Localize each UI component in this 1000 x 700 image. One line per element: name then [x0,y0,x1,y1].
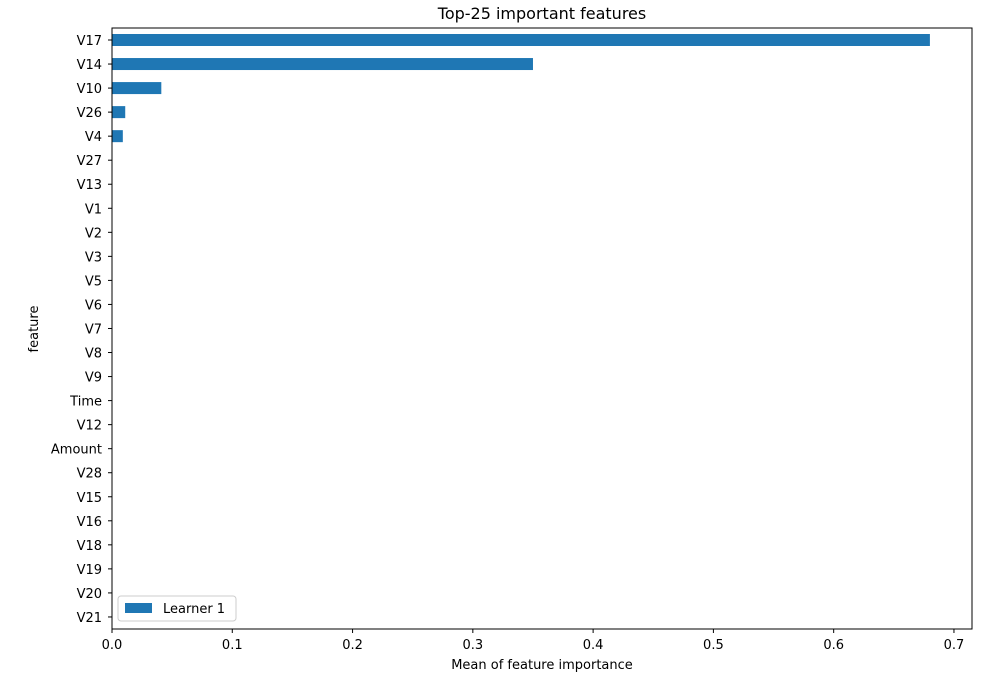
y-tick-label: V27 [77,154,102,169]
y-tick-label: V20 [77,587,102,602]
x-tick-label: 0.5 [703,638,724,653]
y-tick-label: V9 [85,371,102,386]
y-tick-label: V7 [85,322,102,337]
x-tick-label: 0.2 [342,638,363,653]
y-tick-label: V10 [77,82,102,97]
y-tick-label: V19 [77,563,102,578]
y-tick-label: V1 [85,202,102,217]
bar-v10 [112,82,162,95]
x-tick-label: 0.0 [102,638,123,653]
y-tick-label: Amount [51,443,102,458]
x-axis-ticks: 0.0 0.1 0.2 0.3 0.4 0.5 0.6 0.7 [102,629,965,653]
x-tick-label: 0.3 [462,638,483,653]
bar-v14 [112,58,533,71]
y-tick-label: V13 [77,178,102,193]
y-tick-label: V28 [77,467,102,482]
x-tick-label: 0.4 [583,638,604,653]
chart-title: Top-25 important features [437,4,646,23]
y-tick-label: V18 [77,539,102,554]
y-tick-label: Time [69,395,102,410]
y-tick-label: V12 [77,419,102,434]
x-tick-label: 0.7 [944,638,965,653]
x-axis-label: Mean of feature importance [451,658,633,673]
y-tick-label: V14 [77,58,102,73]
legend: Learner 1 [117,595,237,622]
y-tick-label: V15 [77,491,102,506]
y-tick-label: V5 [85,274,102,289]
y-axis-ticks: V17 V14 V10 V26 V4 V27 V13 V1 V2 V3 V5 V6 V7 V8 V9 Time… [51,34,112,626]
y-axis-label: feature [27,306,42,353]
y-tick-label: V4 [85,130,102,145]
y-tick-label: V6 [85,298,102,313]
y-tick-label: V2 [85,226,102,241]
y-tick-label: V26 [77,106,102,121]
y-tick-label: V21 [77,611,102,626]
legend-swatch [125,603,152,613]
y-tick-label: V17 [77,34,102,49]
bars-layer [112,34,930,143]
y-tick-label: V16 [77,515,102,530]
x-tick-label: 0.1 [222,638,243,653]
plot-area-frame [111,27,973,630]
legend-label: Learner 1 [163,602,225,617]
y-tick-label: V3 [85,250,102,265]
bar-v17 [112,34,930,46]
x-tick-label: 0.6 [823,638,844,653]
y-tick-label: V8 [85,347,102,362]
bar-v26 [112,106,126,119]
legend-box [117,595,237,622]
bar-v4 [112,130,123,143]
